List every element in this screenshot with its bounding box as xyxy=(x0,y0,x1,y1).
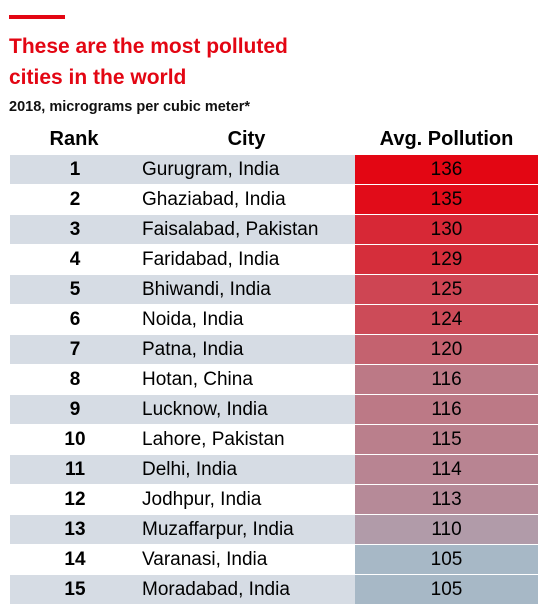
pollution-value-cell: 116 xyxy=(355,365,538,394)
rank-cell: 3 xyxy=(69,219,81,240)
title-line-2: cities in the world xyxy=(9,66,187,89)
city-cell: Noida, India xyxy=(142,309,244,330)
rank-cell: 8 xyxy=(69,369,81,390)
chart-subtitle: 2018, micrograms per cubic meter* xyxy=(9,99,250,115)
city-cell: Gurugram, India xyxy=(142,159,280,180)
table-row: 1 Gurugram, India 136 xyxy=(10,155,538,185)
rank-cell: 5 xyxy=(69,279,81,300)
pollution-value-cell: 136 xyxy=(355,155,538,184)
rank-cell: 15 xyxy=(64,579,86,600)
column-header-rank: Rank xyxy=(49,128,99,150)
pollution-value-cell: 125 xyxy=(355,275,538,304)
pollution-value-cell: 129 xyxy=(355,245,538,274)
rank-cell: 1 xyxy=(69,159,81,180)
pollution-value-cell: 115 xyxy=(355,425,538,454)
pollution-value-cell: 113 xyxy=(355,485,538,514)
rank-cell: 11 xyxy=(64,459,86,480)
pollution-value-cell: 105 xyxy=(355,545,538,574)
table-row: 15 Moradabad, India 105 xyxy=(10,575,538,605)
table-header: Rank City Avg. Pollution xyxy=(0,124,555,154)
table-row: 4 Faridabad, India 129 xyxy=(10,245,538,275)
chart-title: These are the most polluted cities in th… xyxy=(9,31,369,93)
pollution-value-cell: 124 xyxy=(355,305,538,334)
rank-cell: 13 xyxy=(64,519,86,540)
pollution-value-cell: 116 xyxy=(355,395,538,424)
table-row: 7 Patna, India 120 xyxy=(10,335,538,365)
pollution-value-cell: 120 xyxy=(355,335,538,364)
city-cell: Lahore, Pakistan xyxy=(142,429,285,450)
table-row: 8 Hotan, China 116 xyxy=(10,365,538,395)
rank-cell: 9 xyxy=(69,399,81,420)
title-line-1: These are the most polluted xyxy=(9,35,288,58)
table-row: 2 Ghaziabad, India 135 xyxy=(10,185,538,215)
city-cell: Hotan, China xyxy=(142,369,253,390)
city-cell: Moradabad, India xyxy=(142,579,290,600)
rank-cell: 6 xyxy=(69,309,81,330)
table-body: 1 Gurugram, India 136 2 Ghaziabad, India 135 3… xyxy=(10,155,538,605)
rank-cell: 12 xyxy=(64,489,86,510)
column-header-city: City xyxy=(227,128,266,150)
table-row: 12 Jodhpur, India 113 xyxy=(10,485,538,515)
table-row: 10 Lahore, Pakistan 115 xyxy=(10,425,538,455)
rank-cell: 4 xyxy=(69,249,81,270)
city-cell: Muzaffarpur, India xyxy=(142,519,294,540)
rank-cell: 7 xyxy=(69,339,81,360)
table-row: 3 Faisalabad, Pakistan 130 xyxy=(10,215,538,245)
city-cell: Faisalabad, Pakistan xyxy=(142,219,319,240)
table-row: 6 Noida, India 124 xyxy=(10,305,538,335)
pollution-value-cell: 130 xyxy=(355,215,538,244)
table-row: 11 Delhi, India 114 xyxy=(10,455,538,485)
column-header-pollution: Avg. Pollution xyxy=(379,128,514,150)
accent-rule xyxy=(9,15,65,19)
city-cell: Bhiwandi, India xyxy=(142,279,271,300)
city-cell: Jodhpur, India xyxy=(142,489,262,510)
city-cell: Ghaziabad, India xyxy=(142,189,286,210)
pollution-value-cell: 114 xyxy=(355,455,538,484)
city-cell: Delhi, India xyxy=(142,459,238,480)
pollution-value-cell: 105 xyxy=(355,575,538,604)
rank-cell: 2 xyxy=(69,189,81,210)
city-cell: Faridabad, India xyxy=(142,249,280,270)
city-cell: Patna, India xyxy=(142,339,244,360)
table-row: 13 Muzaffarpur, India 110 xyxy=(10,515,538,545)
city-cell: Lucknow, India xyxy=(142,399,268,420)
table-row: 9 Lucknow, India 116 xyxy=(10,395,538,425)
rank-cell: 14 xyxy=(64,549,86,570)
table-row: 14 Varanasi, India 105 xyxy=(10,545,538,575)
rank-cell: 10 xyxy=(64,429,86,450)
pollution-value-cell: 110 xyxy=(355,515,538,544)
table-row: 5 Bhiwandi, India 125 xyxy=(10,275,538,305)
city-cell: Varanasi, India xyxy=(142,549,268,570)
pollution-value-cell: 135 xyxy=(355,185,538,214)
